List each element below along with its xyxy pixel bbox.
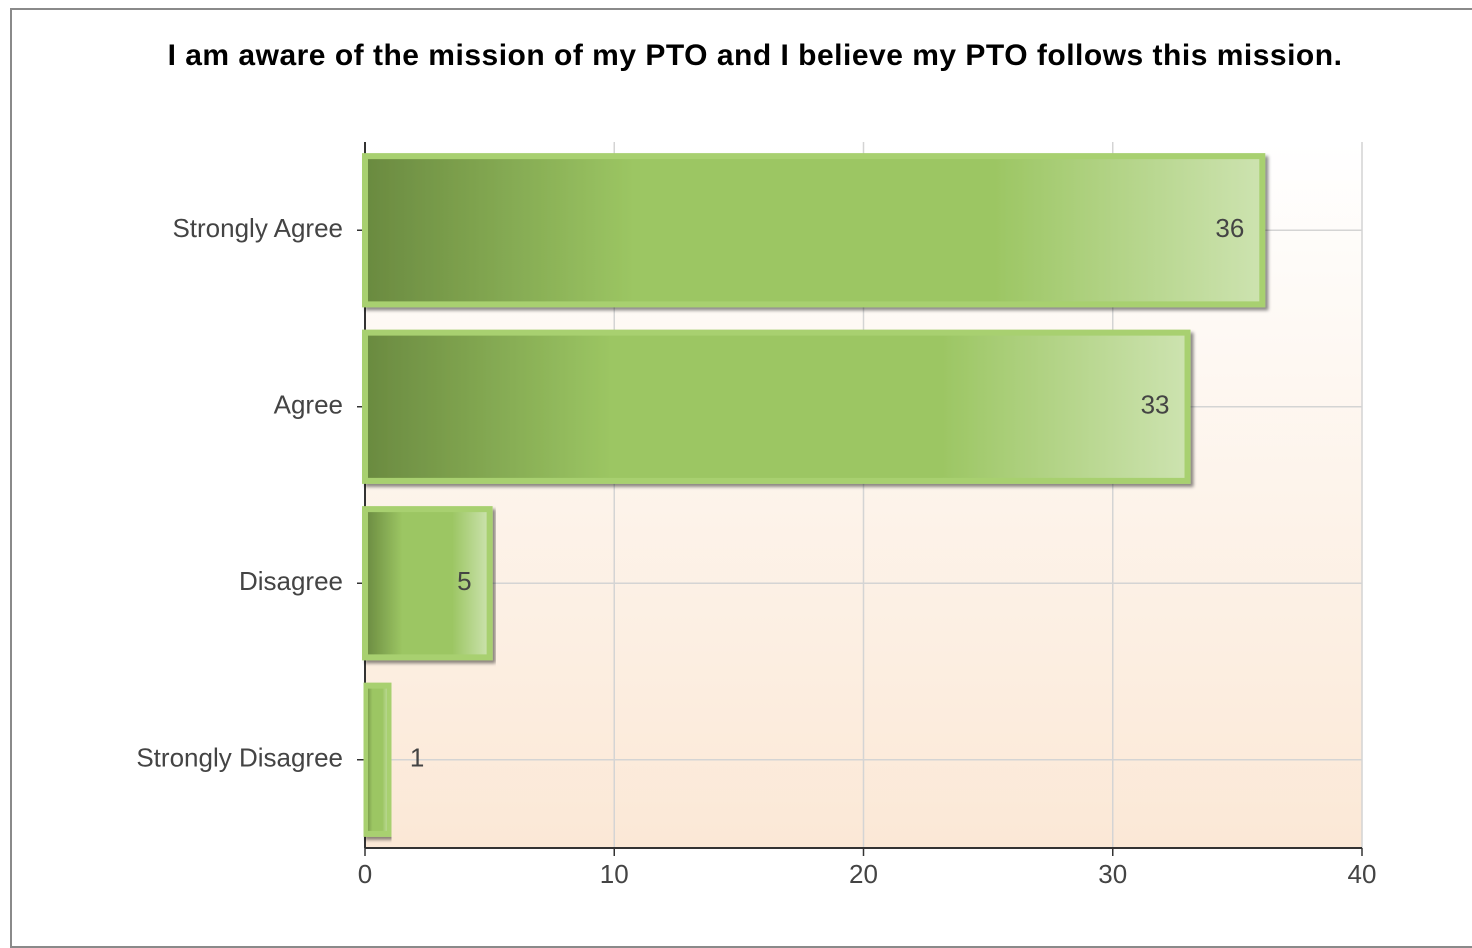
y-tick-label: Disagree <box>239 566 343 596</box>
bar <box>362 153 1266 308</box>
x-tick-label: 10 <box>600 859 629 889</box>
value-label: 36 <box>1215 213 1244 243</box>
x-tick-label: 40 <box>1348 859 1377 889</box>
y-tick-label: Agree <box>274 390 343 420</box>
x-tick-label: 20 <box>849 859 878 889</box>
bar <box>362 506 493 661</box>
value-label: 5 <box>457 566 471 596</box>
chart-title: I am aware of the mission of my PTO and … <box>167 39 1343 72</box>
y-tick-label: Strongly Agree <box>172 213 343 243</box>
bar <box>362 682 393 837</box>
value-label: 1 <box>410 743 424 773</box>
value-label: 33 <box>1141 390 1170 420</box>
y-tick-label: Strongly Disagree <box>136 743 343 773</box>
bar <box>362 329 1191 484</box>
x-tick-label: 30 <box>1098 859 1127 889</box>
x-tick-label: 0 <box>358 859 372 889</box>
